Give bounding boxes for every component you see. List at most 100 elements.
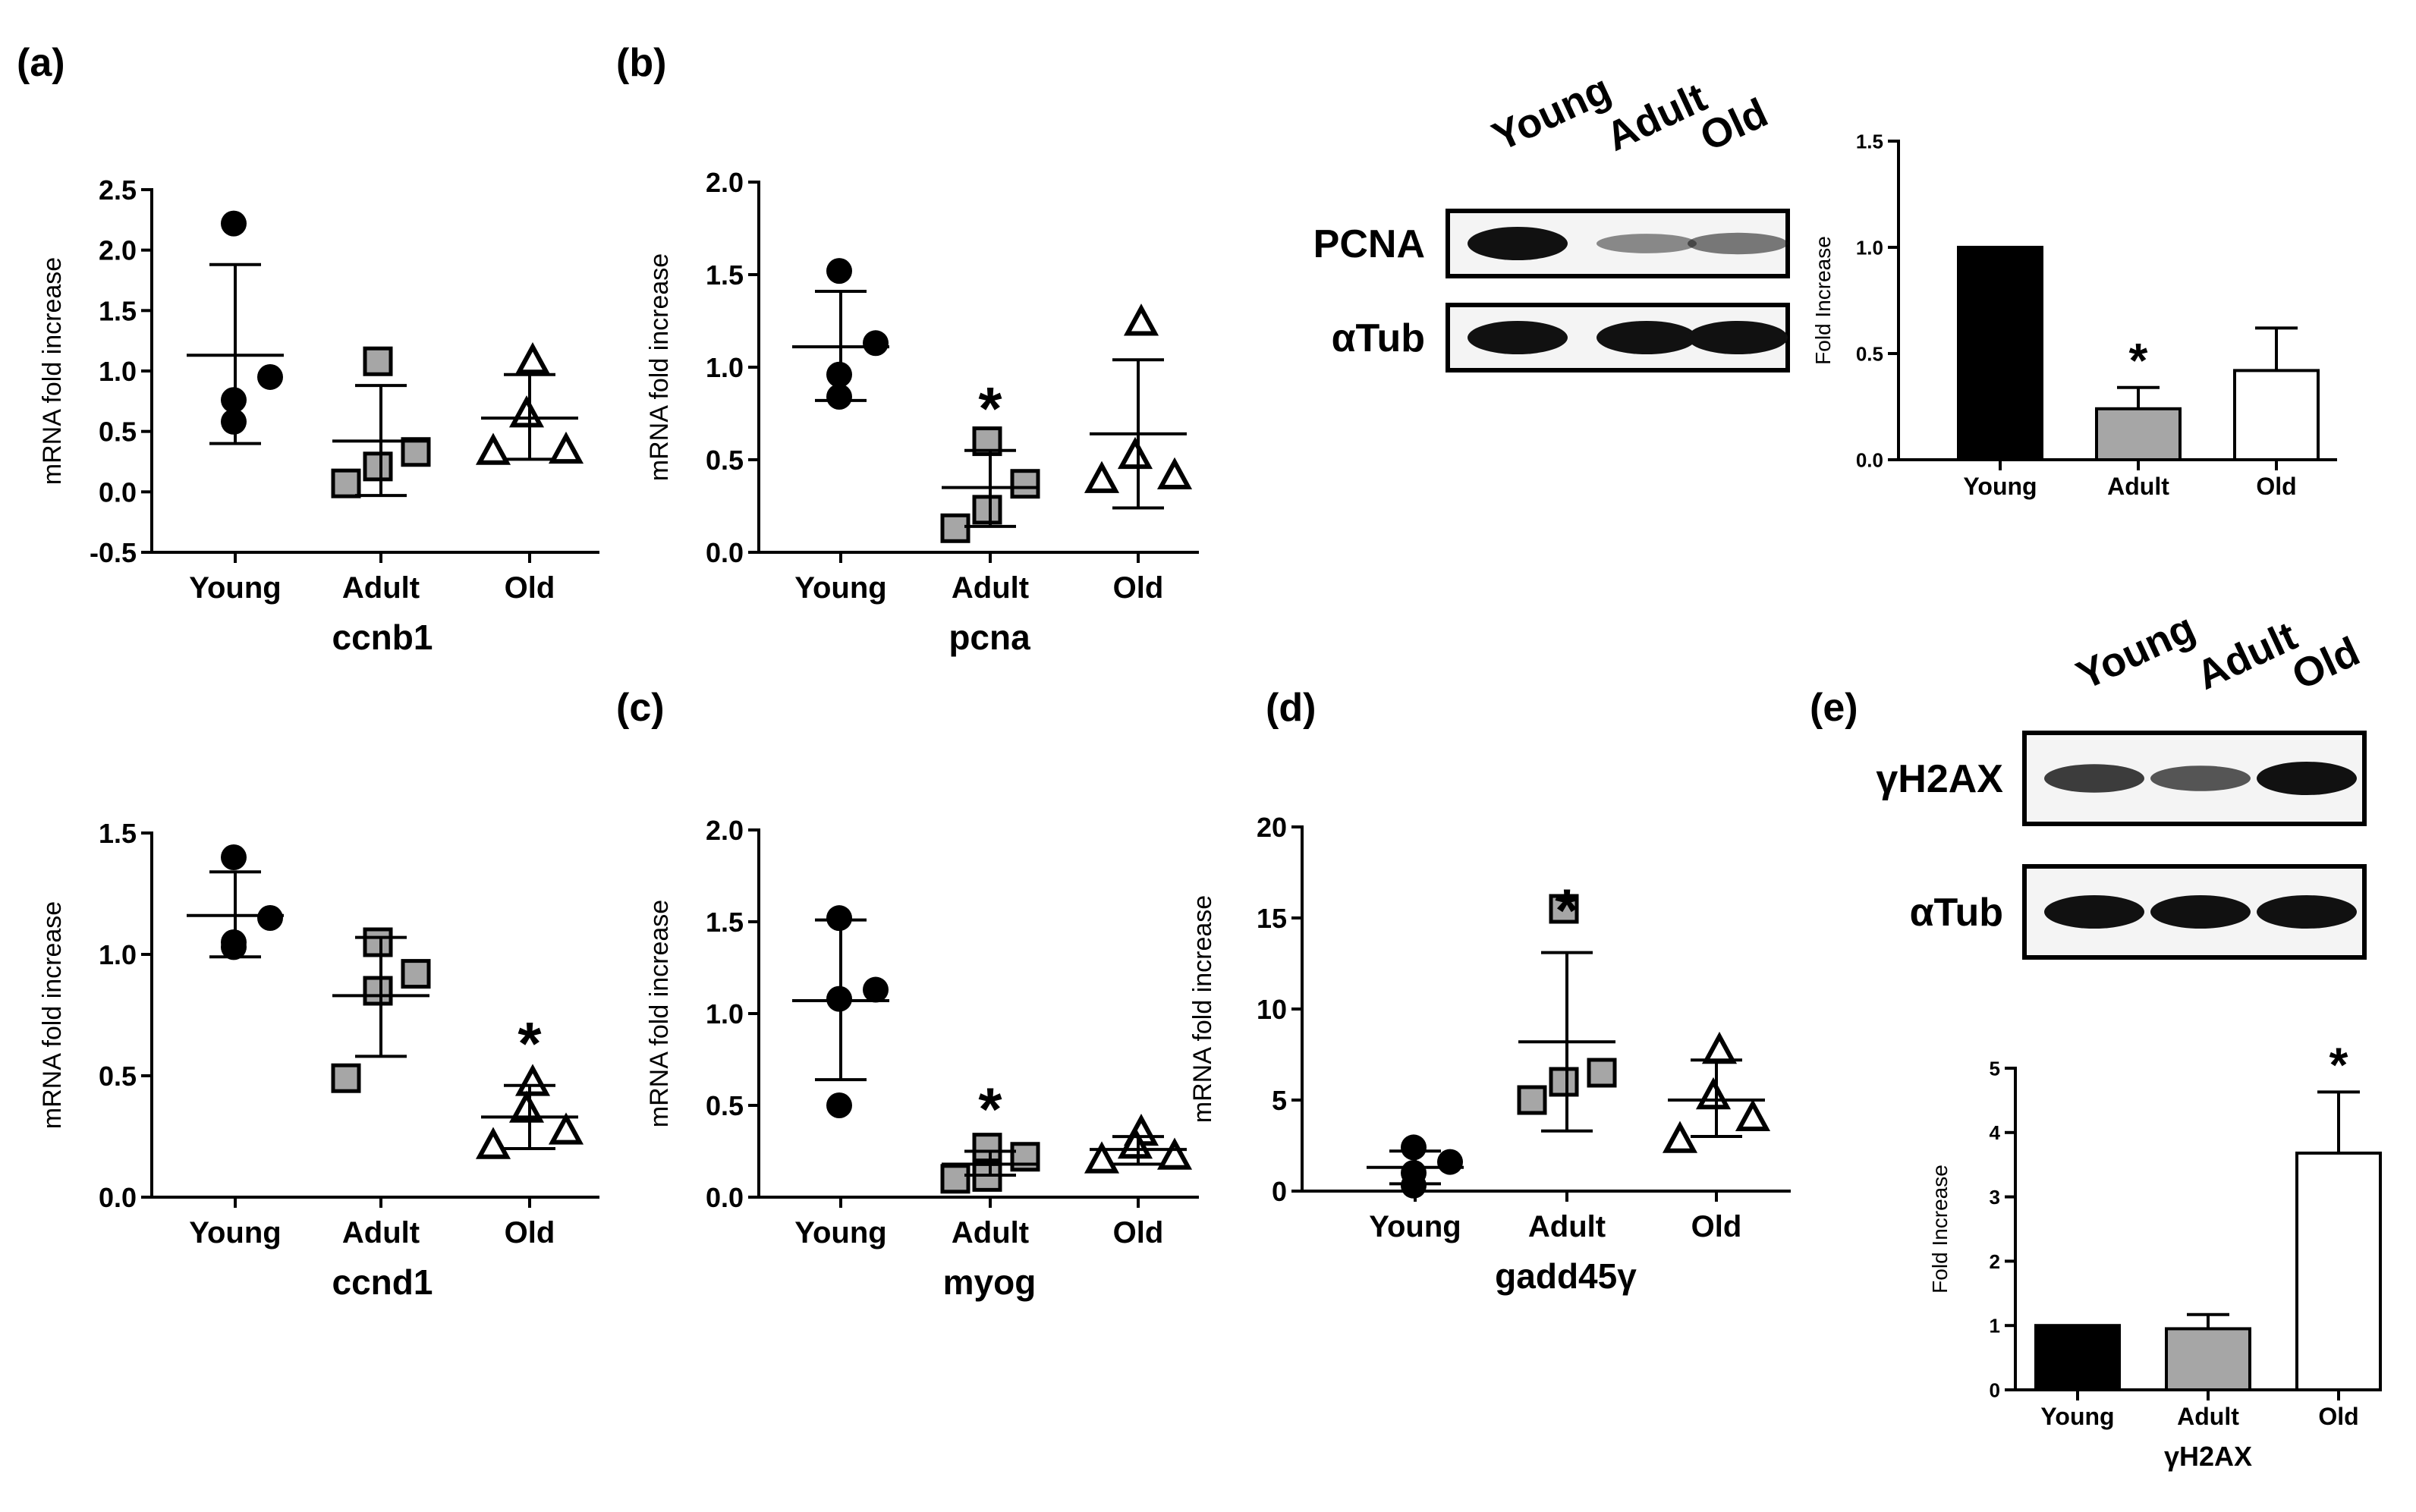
adult-data-point (1587, 1058, 1617, 1088)
blot-row-label: αTub (1910, 891, 2003, 935)
adult-data-point (363, 346, 393, 376)
old-bar (2233, 369, 2320, 461)
significance-marker: * (517, 1010, 542, 1077)
young-data-point (221, 210, 247, 237)
panel-label-c: (c) (616, 686, 665, 730)
y-tick-label: 0.5 (99, 1061, 137, 1092)
x-axis-title: ccnb1 (332, 618, 433, 657)
blot-band (1688, 321, 1788, 354)
x-tick-label: Old (1113, 1216, 1164, 1250)
significance-marker: * (978, 375, 1002, 442)
blot-band (1468, 321, 1568, 354)
panel-label-a: (a) (17, 41, 65, 85)
old-data-point (1084, 1141, 1120, 1174)
old-bar (2295, 1151, 2382, 1392)
young-data-point (257, 363, 283, 390)
y-tick-label: 3 (1990, 1186, 2000, 1209)
x-tick-label: Young (1369, 1210, 1461, 1243)
young-data-point (826, 905, 852, 932)
panel-label-b: (b) (616, 41, 666, 85)
old-data-point (508, 395, 545, 428)
young-data-point (221, 844, 247, 870)
x-tick-label: Adult (342, 571, 420, 605)
adult-data-point (972, 1162, 1002, 1192)
adult-data-point (331, 468, 361, 498)
y-tick-label: 0.0 (706, 537, 744, 568)
y-tick-label: 0 (1990, 1378, 2000, 1401)
blot-band (2044, 895, 2144, 929)
young-data-point (863, 330, 889, 357)
young-bar (1957, 246, 2043, 461)
y-axis-label: mRNA fold increase (38, 901, 67, 1129)
adult-data-point (363, 451, 393, 482)
blot-row-label: PCNA (1313, 222, 1425, 266)
panel-label-e: (e) (1810, 686, 1858, 730)
y-tick-label: 1.5 (1856, 130, 1883, 152)
y-tick-label: 10 (1257, 994, 1287, 1025)
adult-data-point (1517, 1085, 1547, 1115)
x-tick-label: Adult (952, 571, 1029, 605)
x-tick-label: Old (505, 571, 555, 605)
y-tick-label: 1.5 (706, 259, 744, 291)
blot-band (1597, 234, 1697, 253)
y-axis-label: Fold Increase (1928, 1165, 1952, 1294)
old-data-point (1156, 1137, 1193, 1170)
y-tick-label: 15 (1257, 903, 1287, 934)
y-axis-label: mRNA fold increase (1188, 895, 1217, 1123)
y-tick-label: 0.5 (1856, 342, 1883, 365)
y-tick-label: 0.0 (1856, 448, 1883, 471)
young-data-point (863, 976, 889, 1003)
adult-bar (2095, 407, 2182, 461)
adult-data-point (1549, 894, 1579, 924)
x-tick-label: Old (1113, 571, 1164, 605)
blot-band (1597, 321, 1697, 354)
adult-data-point (401, 437, 431, 467)
y-tick-label: 2.5 (99, 174, 137, 206)
y-axis-label: mRNA fold increase (645, 253, 674, 481)
y-tick-label: 2 (1990, 1250, 2000, 1273)
y-tick-label: 0 (1272, 1176, 1287, 1207)
young-data-point (826, 258, 852, 284)
adult-data-point (972, 495, 1002, 525)
pcna-protein-bar-chart: 0.0 0.5 1.0 1.5 Fold Increase Young Adult Old * (1811, 130, 2337, 500)
y-tick-label: 4 (1990, 1121, 2001, 1144)
y-tick-label: 1.0 (706, 998, 744, 1029)
x-tick-label: Young (794, 571, 886, 605)
y-tick-label: 5 (1990, 1057, 2000, 1080)
y-tick-label: 0.5 (706, 445, 744, 476)
y-tick-label: 1.0 (1856, 236, 1883, 259)
x-tick-label: Adult (342, 1216, 420, 1250)
x-tick-label: Old (1691, 1210, 1742, 1243)
blot-band (2044, 764, 2144, 793)
x-tick-label: Young (189, 571, 281, 605)
adult-data-point (940, 513, 970, 543)
blot-band (2150, 765, 2251, 791)
blot-lane-label: Adult (2190, 613, 2304, 699)
blot-lane-label: Young (2070, 605, 2202, 699)
blot-band (1468, 227, 1568, 260)
old-data-point (1123, 303, 1159, 336)
old-data-point (1084, 461, 1120, 493)
panel-label-d: (d) (1266, 686, 1316, 730)
old-data-point (1701, 1031, 1738, 1064)
young-bar (2034, 1324, 2121, 1391)
x-tick-label: Young (794, 1216, 886, 1250)
x-tick-label: Young (1963, 473, 2037, 500)
young-data-point (257, 905, 283, 931)
old-data-point (548, 1112, 584, 1145)
y-tick-label: 1.0 (99, 356, 137, 387)
x-tick-label: Old (2256, 473, 2296, 500)
y-axis-label: mRNA fold increase (38, 257, 67, 485)
adult-data-point (363, 927, 393, 957)
blot-lane-label: Young (1486, 66, 1618, 160)
y-tick-label: -0.5 (90, 537, 137, 568)
old-data-point (1156, 457, 1193, 489)
gadd45g-scatter-plot: 0 5 10 15 20 mRNA fold increase Young Adult Old g… (1188, 812, 1791, 1296)
x-tick-label: Adult (1528, 1210, 1606, 1243)
x-tick-label: Old (2318, 1403, 2358, 1430)
blot-band (2257, 895, 2357, 929)
y-tick-label: 2.0 (706, 815, 744, 846)
adult-data-point (1010, 1142, 1040, 1172)
y-axis-label: mRNA fold increase (645, 900, 674, 1127)
